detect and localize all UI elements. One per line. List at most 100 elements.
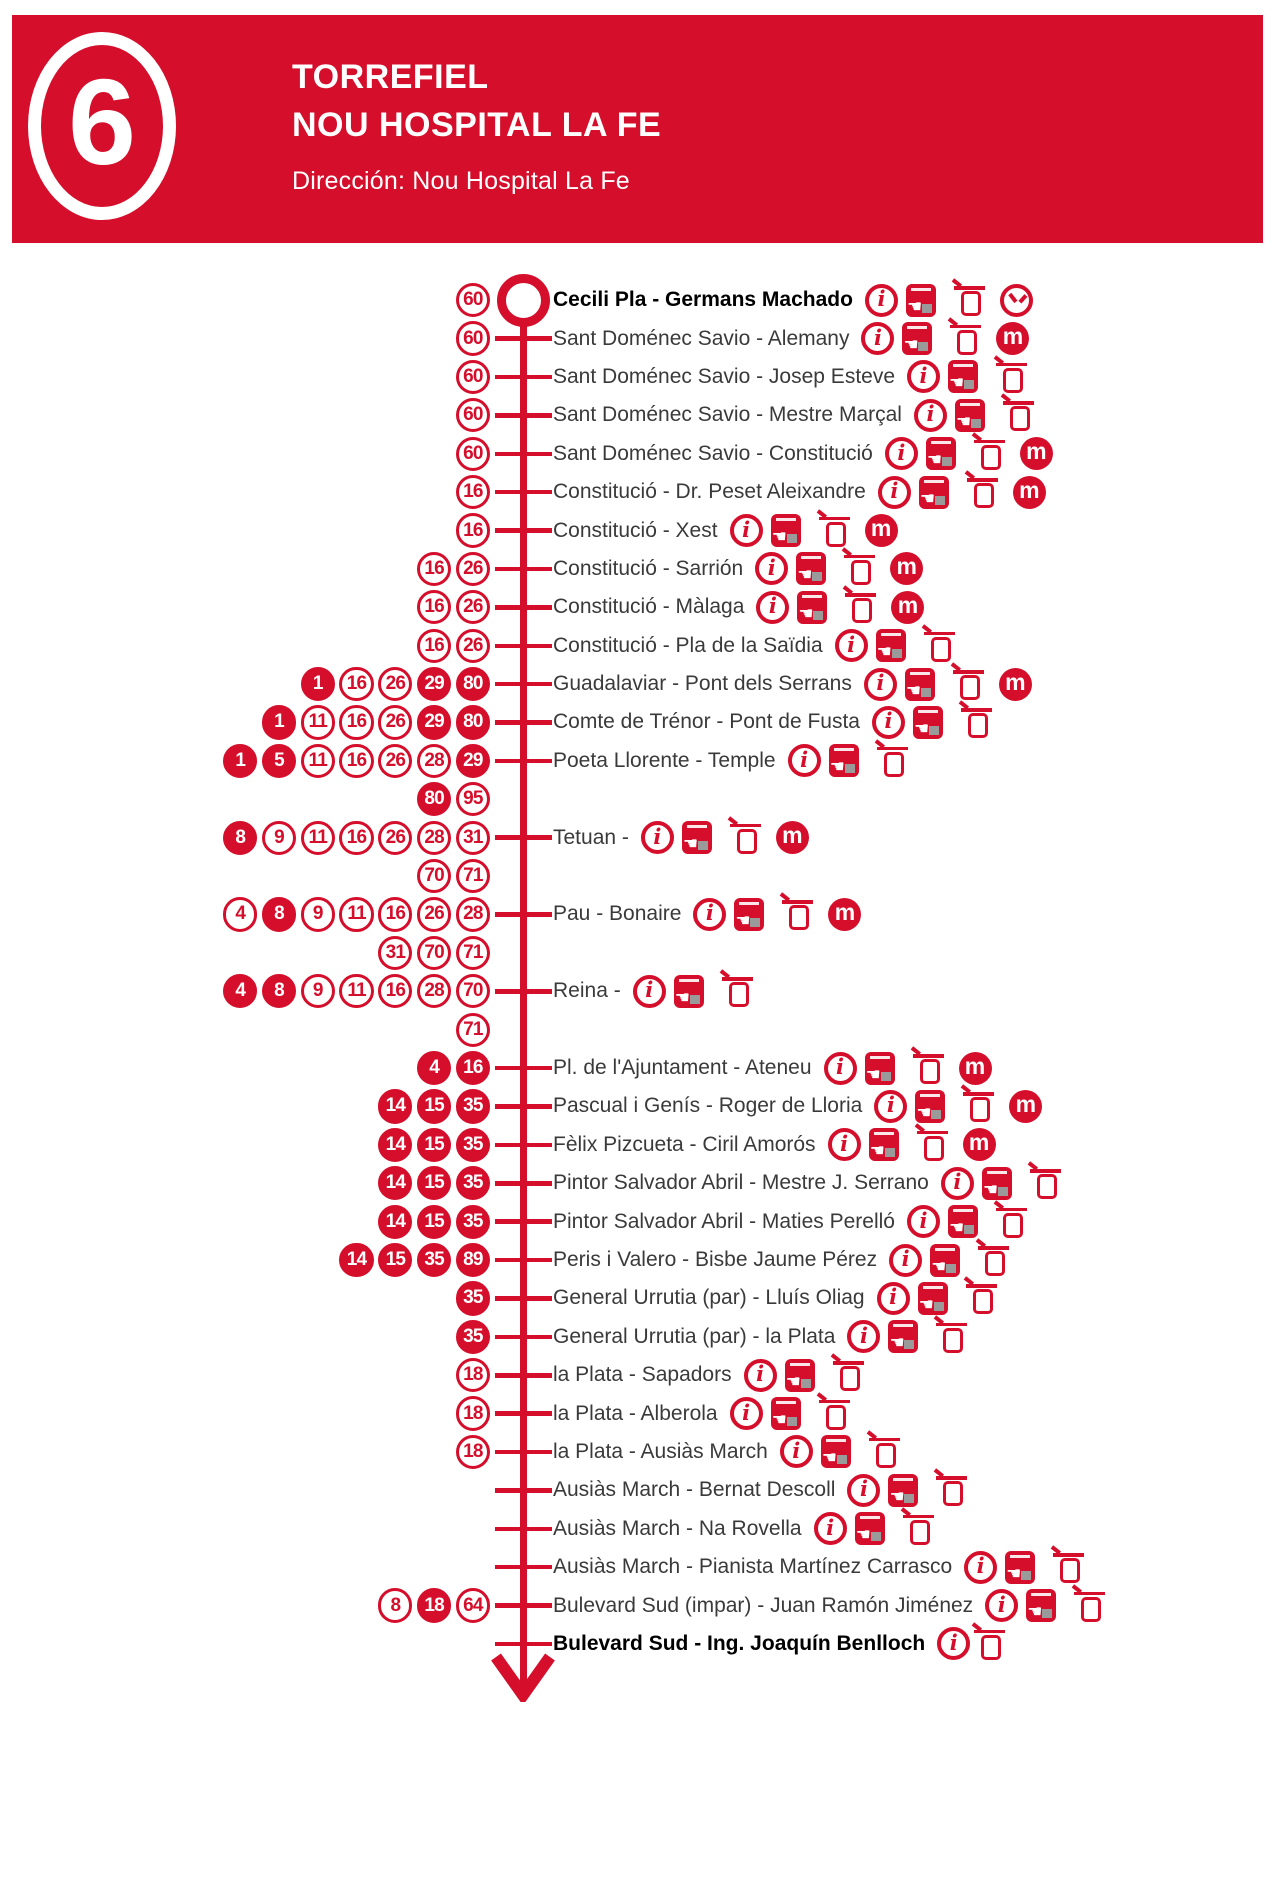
line-badge: 35	[455, 1089, 490, 1124]
metro-icon: m	[962, 1128, 996, 1162]
metro-icon: m	[890, 552, 924, 586]
bus-shelter-icon	[818, 515, 851, 547]
info-icon: i	[864, 283, 898, 317]
line-badge: 26	[378, 705, 413, 740]
stop-row: 16 Constitució - Xest i ☚ m	[0, 511, 1275, 549]
pointing-hand-icon: ☚	[798, 603, 814, 624]
stop-tick	[495, 681, 552, 687]
ticket-machine-icon: ☚	[917, 1281, 948, 1315]
stop-name: Guadalaviar - Pont dels Serrans	[553, 672, 852, 696]
stop-label: Constitució - Màlaga i ☚ m	[553, 588, 932, 626]
bus-shelter-icon	[965, 1282, 998, 1315]
pointing-hand-icon: ☚	[916, 1102, 932, 1123]
line-badge: 18	[455, 1396, 490, 1431]
stop-row: 14 15 35 Pintor Salvador Abril - Mestre J. …	[0, 1164, 1275, 1202]
line-badge: 16	[417, 551, 452, 587]
line-badges: 14 15 35	[0, 1202, 490, 1240]
stop-tick	[495, 1564, 552, 1570]
pointing-hand-icon: ☚	[949, 373, 965, 394]
info-icon: i	[906, 1205, 940, 1239]
ticket-machine-icon: ☚	[915, 1089, 946, 1123]
ticket-machine-icon: ☚	[854, 1512, 885, 1546]
shelter-panel	[909, 1519, 930, 1545]
line-badges: 4 8 9 11 16 28 70	[0, 972, 490, 1010]
ticket-machine-icon: ☚	[820, 1435, 851, 1469]
line-badge: 16	[378, 974, 413, 1009]
stop-name: Pl. de l'Ajuntament - Ateneu	[553, 1056, 812, 1080]
line-badge: 11	[300, 820, 335, 855]
bus-shelter-icon	[973, 438, 1006, 470]
info-icon: i	[743, 1358, 777, 1392]
line-badge: 35	[417, 1242, 452, 1278]
line-badge: 11	[339, 897, 374, 932]
info-icon: i	[964, 1550, 998, 1584]
stop-name: la Plata - Alberola	[553, 1401, 718, 1425]
shelter-panel	[960, 291, 981, 317]
stop-row: 14 15 35 Fèlix Pizcueta - Ciril Amorós i ☚ m	[0, 1126, 1275, 1164]
line-badge: 80	[417, 782, 452, 817]
metro-icon: m	[1009, 1089, 1043, 1123]
line-badge: 26	[455, 590, 490, 625]
line-badge: 29	[417, 667, 452, 702]
stop-label: Guadalaviar - Pont dels Serrans i ☚ m	[553, 665, 1040, 703]
ticket-machine-icon: ☚	[796, 552, 827, 586]
ticket-machine-icon: ☚	[864, 1051, 895, 1085]
line-badge: 16	[455, 513, 490, 548]
shelter-panel	[851, 559, 872, 585]
stop-tick	[495, 989, 552, 994]
metro-icon: m	[998, 667, 1032, 701]
line-badge: 4	[417, 1050, 452, 1086]
stop-row: 16 26 Constitució - Màlaga i ☚ m	[0, 588, 1275, 626]
shelter-panel	[980, 444, 1001, 470]
line-badges: 1 16 26 29 80	[0, 665, 490, 703]
bus-shelter-icon	[936, 1321, 968, 1353]
ticket-machine-icon: ☚	[905, 283, 936, 317]
info-icon: i	[876, 1281, 910, 1315]
stop-name: Tetuan -	[553, 825, 629, 849]
line-badge: 8	[223, 820, 258, 855]
shelter-panel	[1002, 1212, 1023, 1238]
pointing-hand-icon: ☚	[1027, 1602, 1043, 1623]
stop-tick	[495, 489, 552, 495]
bus-shelter-icon	[782, 898, 814, 931]
info-icon: i	[874, 1089, 908, 1123]
line-badge: 70	[455, 974, 490, 1009]
line-badges: 14 15 35	[0, 1164, 490, 1202]
metro-icon: m	[828, 897, 862, 931]
ticket-machine-icon: ☚	[770, 514, 801, 548]
info-icon: i	[940, 1166, 974, 1200]
info-icon: i	[756, 590, 790, 624]
bus-shelter-icon	[902, 1513, 935, 1545]
stop-row: 60 Sant Doménec Savio - Constitució i ☚ m	[0, 435, 1275, 473]
line-badges: 18	[0, 1356, 490, 1394]
stop-name: General Urrutia (par) - la Plata	[553, 1324, 836, 1348]
line-badge: 16	[378, 897, 413, 932]
metro-icon: m	[1019, 437, 1053, 471]
info-icon: i	[884, 437, 918, 471]
stop-label: Pl. de l'Ajuntament - Ateneu i ☚ m	[553, 1049, 1000, 1087]
line-badge: 31	[455, 820, 490, 855]
route-title: TORREFIEL NOU HOSPITAL LA FE	[292, 53, 661, 149]
pointing-hand-icon: ☚	[829, 757, 845, 778]
line-badge: 14	[378, 1204, 413, 1239]
bus-shelter-icon	[936, 1474, 968, 1507]
info-icon: i	[985, 1589, 1019, 1623]
info-icon: i	[827, 1128, 861, 1162]
shelter-panel	[943, 1481, 964, 1507]
line-badge: 9	[261, 820, 297, 855]
shelter-panel	[972, 1289, 993, 1315]
pointing-hand-icon: ☚	[913, 718, 930, 739]
line-badge: 16	[417, 590, 452, 625]
stop-label: Peris i Valero - Bisbe Jaume Pérez i ☚	[553, 1241, 1024, 1279]
ticket-machine-icon: ☚	[828, 744, 859, 778]
line-badge: 11	[300, 743, 335, 778]
stop-tick	[495, 1411, 552, 1416]
pointing-hand-icon: ☚	[889, 1333, 905, 1354]
line-badge: 35	[455, 1204, 490, 1239]
info-icon: i	[871, 705, 905, 739]
info-icon: i	[823, 1051, 857, 1085]
line-badges: 14 15 35 89	[0, 1241, 490, 1279]
line-badges	[0, 1510, 490, 1548]
stop-tick	[495, 374, 552, 380]
stop-label: Pintor Salvador Abril - Mestre J. Serran…	[553, 1164, 1076, 1202]
